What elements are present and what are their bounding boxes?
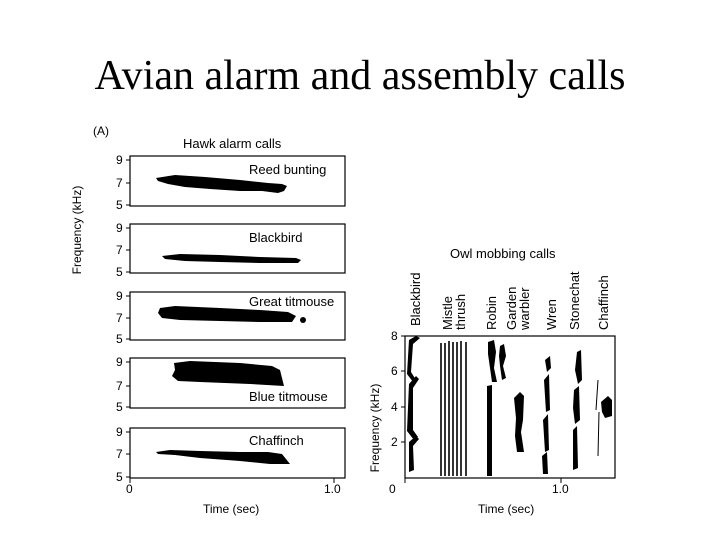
blue-titmouse-call bbox=[172, 361, 284, 386]
tick-a5-9: 9 bbox=[116, 425, 123, 439]
tick-a1-9: 9 bbox=[116, 153, 123, 167]
panel-a-frame-2 bbox=[129, 223, 346, 274]
vlabel-robin: Robin bbox=[484, 296, 499, 330]
chaffinch-hawk-call bbox=[156, 450, 290, 464]
panel-a-title: Hawk alarm calls bbox=[183, 136, 282, 151]
slide-title: Avian alarm and assembly calls bbox=[94, 53, 626, 99]
tick-a1-5: 5 bbox=[116, 198, 123, 212]
panel-a-frame-1 bbox=[129, 155, 346, 207]
vlabel-stonechat: Stonechat bbox=[567, 271, 582, 330]
panel-a-frame-3 bbox=[129, 291, 346, 341]
panel-b-y-tick-8: 8 bbox=[391, 329, 398, 343]
tick-a4-7: 7 bbox=[116, 379, 123, 393]
tick-a1-7: 7 bbox=[116, 176, 123, 190]
species-reed-bunting: Reed bunting bbox=[249, 162, 327, 177]
panel-b-y-tick-4: 4 bbox=[391, 400, 398, 414]
species-blue-titmouse: Blue titmouse bbox=[249, 389, 328, 404]
vlabel-wren: Wren bbox=[544, 299, 559, 330]
tick-a4-5: 5 bbox=[116, 400, 123, 414]
blackbird-hawk-call bbox=[162, 254, 301, 263]
tick-a2-9: 9 bbox=[116, 221, 123, 235]
panel-b-y-tick-2: 2 bbox=[391, 435, 398, 449]
tick-a4-9: 9 bbox=[116, 355, 123, 369]
panel-b-y-axis-label: Frequency (kHz) bbox=[368, 383, 382, 473]
tick-a3-7: 7 bbox=[116, 311, 123, 325]
tick-a2-5: 5 bbox=[116, 265, 123, 279]
reed-bunting-call bbox=[156, 175, 287, 193]
vlabel-mistle-thrush: Mistle thrush bbox=[440, 293, 468, 330]
vlabel-blackbird: Blackbird bbox=[408, 272, 423, 326]
panel-b-y-tick-6: 6 bbox=[391, 364, 398, 378]
species-great-titmouse: Great titmouse bbox=[249, 294, 335, 309]
panel-b-title: Owl mobbing calls bbox=[450, 246, 556, 261]
tick-a3-9: 9 bbox=[116, 289, 123, 303]
panel-b-x-tick-0: 0 bbox=[389, 482, 396, 496]
panel-a-x-axis-label: Time (sec) bbox=[203, 502, 260, 516]
great-titmouse-call bbox=[158, 306, 296, 322]
tick-a5-7: 7 bbox=[116, 447, 123, 461]
panel-a-x-tick-1: 1.0 bbox=[324, 482, 341, 496]
tick-a2-7: 7 bbox=[116, 243, 123, 257]
panel-a-frame-5 bbox=[129, 427, 346, 479]
vlabel-garden-warbler: Garden warbler bbox=[504, 286, 532, 330]
panel-b-x-tick-1: 1.0 bbox=[552, 482, 569, 496]
panel-b-x-axis-label: Time (sec) bbox=[478, 502, 535, 516]
panel-a-x-tick-0: 0 bbox=[126, 482, 133, 496]
panel-b-frame bbox=[404, 335, 616, 479]
tick-a3-5: 5 bbox=[116, 332, 123, 346]
species-blackbird: Blackbird bbox=[249, 230, 303, 245]
panel-a-frame-4 bbox=[129, 357, 346, 409]
species-chaffinch: Chaffinch bbox=[249, 433, 304, 448]
owl-mobbing-calls bbox=[407, 336, 612, 476]
panel-a-y-axis-label: Frequency (kHz) bbox=[70, 185, 84, 275]
vlabel-chaffinch: Chaffinch bbox=[596, 275, 611, 330]
panel-a-label: (A) bbox=[93, 124, 109, 138]
tick-a5-5: 5 bbox=[116, 470, 123, 484]
